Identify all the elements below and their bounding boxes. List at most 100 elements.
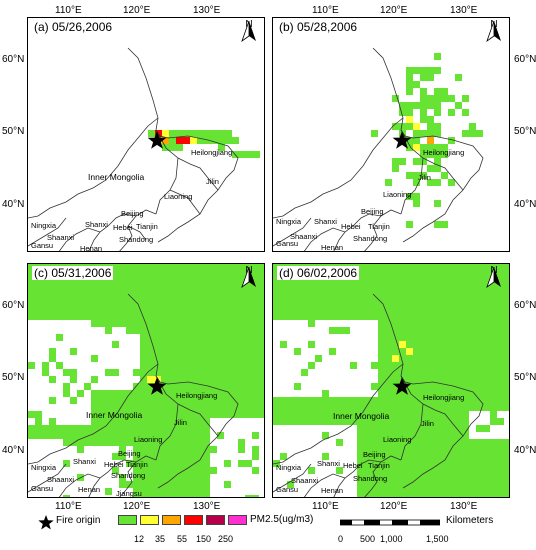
pm-cell-c-152 [140,292,147,299]
pm-cell-c-789 [168,495,175,497]
pm-cell-c-347 [203,341,210,348]
pm-cell-d-851 [420,495,427,497]
pm-cell-c-88 [168,278,175,285]
pm-cell-d-814 [469,481,476,488]
pm-cell-d-344 [441,341,448,348]
pm-cell-c-594 [112,418,119,425]
pm-cell-c-283 [168,320,175,327]
pm-cell-c-612 [56,425,63,432]
pm-cell-c-245 [77,313,84,320]
pm-cell-c-711 [196,453,203,460]
pm-cell-c-127 [203,285,210,292]
pm-cell-d-825 [392,488,399,495]
pm-cell-d-164 [469,292,476,299]
pm-cell-b-39 [392,123,399,130]
pm-cell-c-527 [196,397,203,404]
pm-cell-d-74 [315,278,322,285]
pm-cell-c-144 [84,292,91,299]
pm-cell-d-698 [469,446,476,453]
pm-cell-d-266 [469,313,476,320]
pm-cell-c-72 [56,278,63,285]
pm-cell-d-744 [462,460,469,467]
pm-cell-c-75 [77,278,84,285]
pm-cell-d-193 [434,299,441,306]
pm-cell-d-507 [343,397,350,404]
pm-cell-d-175 [308,299,315,306]
pm-cell-c-632 [196,425,203,432]
pm-cell-c-509 [259,390,264,397]
pm-cell-d-137 [280,292,287,299]
pm-cell-c-330 [217,334,224,341]
pm-cell-c-78 [98,278,105,285]
pm-cell-d-203 [504,299,509,306]
pm-cell-b-18 [427,95,434,102]
pm-cell-d-738 [420,460,427,467]
pm-cell-c-143 [77,292,84,299]
pm-cell-c-333 [238,334,245,341]
pm-cell-d-548 [392,404,399,411]
pm-cell-a-8 [204,130,211,137]
pm-cell-c-737 [175,467,182,474]
pm-cell-d-545 [371,404,378,411]
pm-cell-c-350 [224,341,231,348]
pm-cell-c-411 [224,362,231,369]
pm-cell-d-252 [371,313,378,320]
pm-cell-b-5 [434,67,441,74]
pm-cell-d-822 [371,488,378,495]
pm-cell-c-107 [63,285,70,292]
pm-cell-d-359 [399,348,406,355]
pm-cell-c-414 [245,362,252,369]
pm-cell-d-684 [371,446,378,453]
pm-cell-b-51 [434,130,441,137]
pm-cell-d-504 [322,397,329,404]
pm-cell-d-167 [490,292,497,299]
pm-cell-d-850 [413,495,420,497]
pm-cell-d-285 [462,320,469,327]
pm-cell-d-523 [455,397,462,404]
pm-cell-d-812 [455,481,462,488]
pm-cell-d-261 [434,313,441,320]
pm-cell-d-663 [378,439,385,446]
pm-cell-b-19 [434,95,441,102]
pm-cell-d-46 [357,271,364,278]
pm-cell-d-235 [490,306,497,313]
pm-cell-c-140 [56,292,63,299]
pm-cell-d-215 [350,306,357,313]
pm-cell-d-486 [434,390,441,397]
pm-cell-c-479 [238,383,245,390]
pm-cell-c-27 [217,264,224,271]
map-panel-d: (d) 06/02,2006 N Heilongjiang Inner Mong… [272,263,510,498]
pm-cell-d-696 [455,446,462,453]
pm-cell-b-54 [476,130,483,137]
pm-cell-d-242 [301,313,308,320]
pm-cell-a-17 [190,137,197,144]
pm-cell-d-535 [301,404,308,411]
pm-cell-d-820 [357,488,364,495]
pm-cell-d-595 [280,418,287,425]
pm-cell-c-690 [161,446,168,453]
pm-cell-c-443 [91,376,98,383]
pm-cell-d-721 [462,453,469,460]
pm-cell-c-606 [196,418,203,425]
pm-cell-b-86 [406,193,413,200]
legend-swatch-4 [184,515,203,525]
pm-cell-d-281 [434,320,441,327]
pm-cell-d-451 [476,376,483,383]
pm-cell-a-2 [162,130,169,137]
pm-cell-d-859 [476,495,483,497]
pm-cell-c-299 [133,327,140,334]
pm-cell-c-126 [196,285,203,292]
pm-cell-c-613 [63,425,70,432]
pm-cell-d-268 [483,313,490,320]
pm-cell-c-202 [252,299,259,306]
pm-cell-d-236 [497,306,504,313]
pm-cell-d-564 [504,404,509,411]
pm-cell-d-713 [406,453,413,460]
pm-cell-c-259 [175,313,182,320]
pm-cell-c-545 [147,404,154,411]
pm-cell-d-646 [378,432,385,439]
pm-cell-c-53 [161,271,168,278]
pm-cell-c-791 [182,495,189,497]
pm-cell-d-442 [413,376,420,383]
label-gansu-d: Gansu [276,485,299,494]
